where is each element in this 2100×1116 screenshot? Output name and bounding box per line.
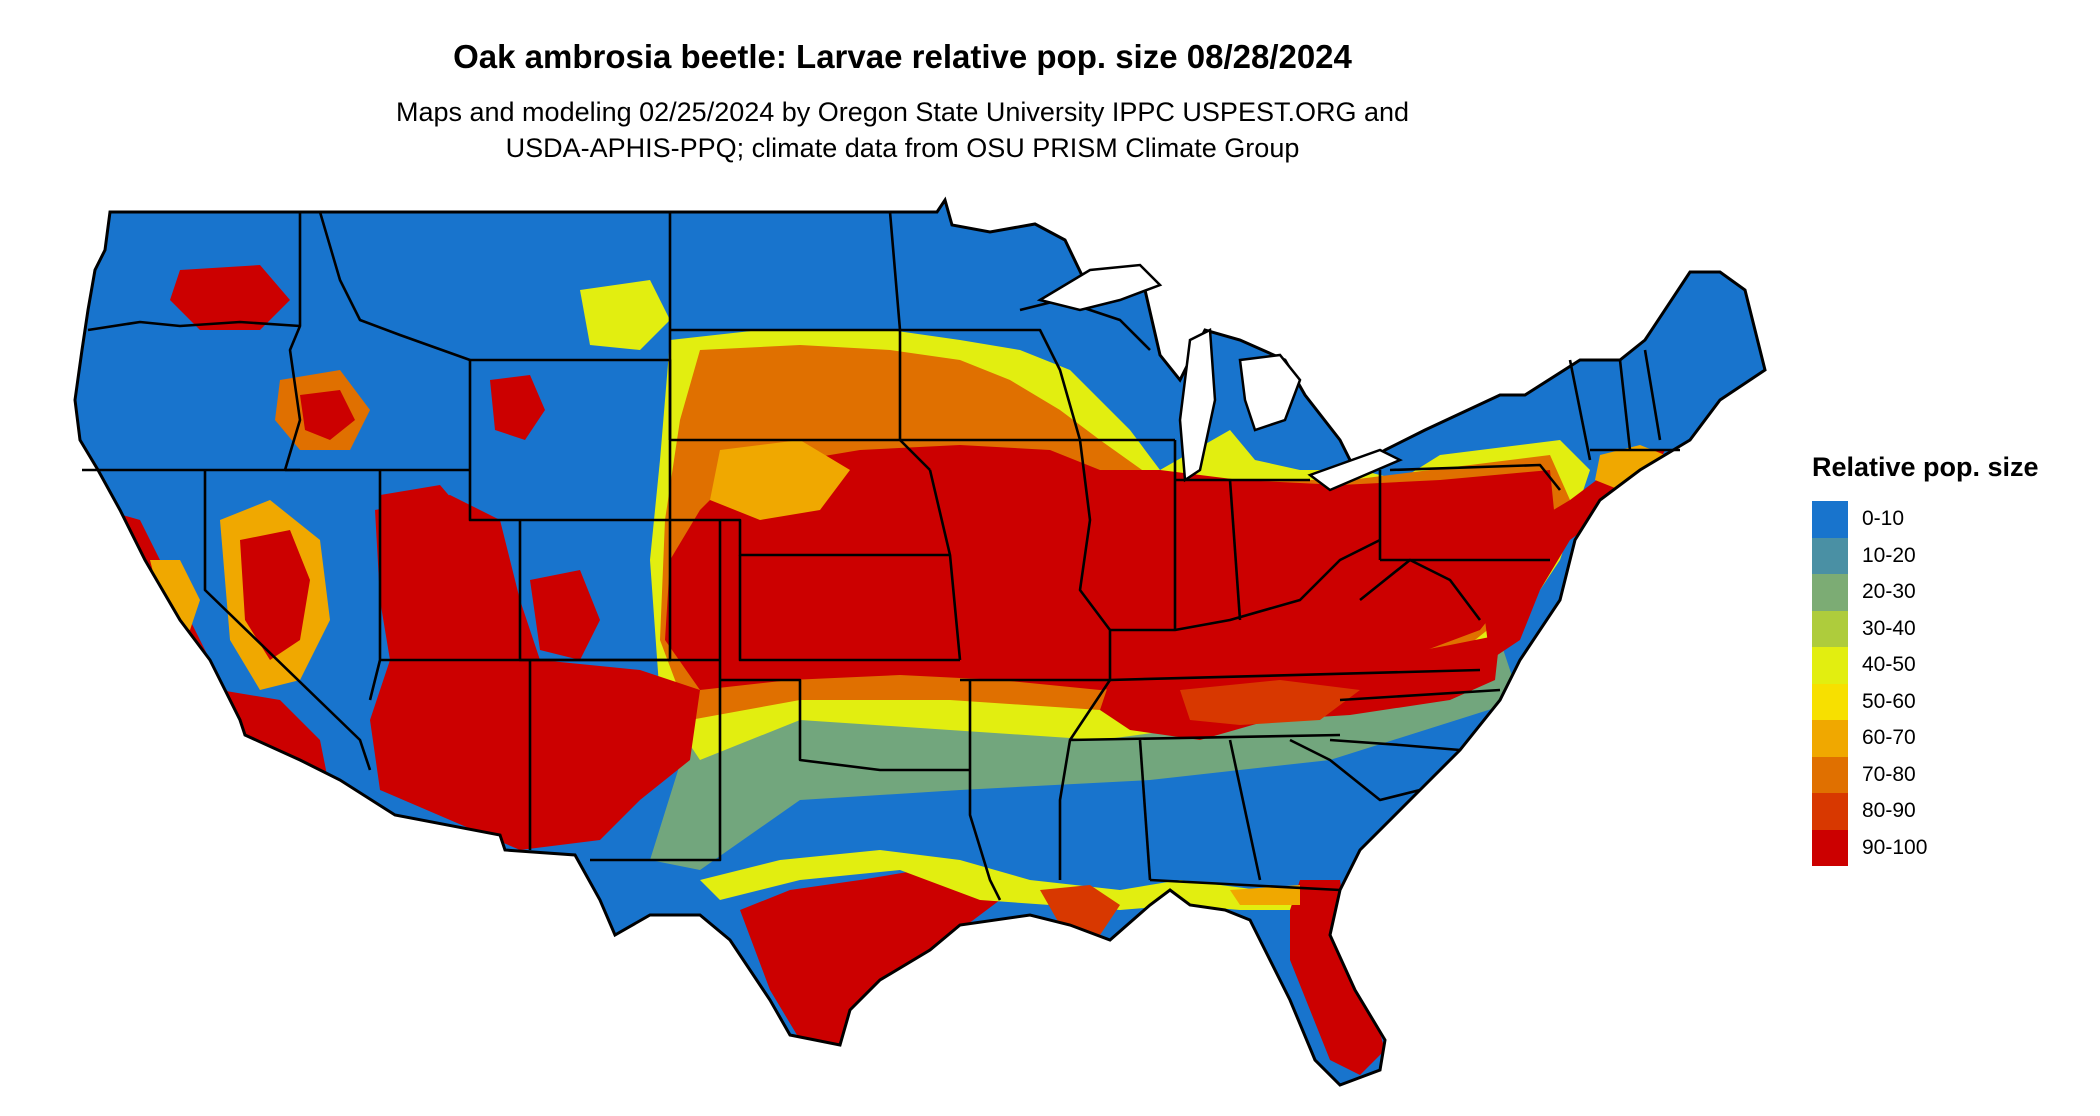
legend-item: 10-20 <box>1812 537 2092 574</box>
boundary-alabama-georgia <box>1228 739 1262 881</box>
boundary-tennessee-north <box>1109 668 1481 682</box>
zone-90-100-texas-gulf <box>740 870 1000 1050</box>
map-subtitle-line-2: USDA-APHIS-PPQ; climate data from OSU PR… <box>505 133 1300 163</box>
legend-swatch <box>1812 756 1848 793</box>
boundary-new-york-new-england <box>1568 359 1592 461</box>
boundary-vermont-new-hampshire <box>1618 359 1632 451</box>
legend-item: 60-70 <box>1812 720 2092 757</box>
boundary-texas-east <box>968 680 1002 901</box>
zone-90-100-nevada-central <box>240 530 310 660</box>
zone-90-100-utah-basin <box>380 485 470 640</box>
legend-swatch <box>1812 683 1848 720</box>
legend-label: 30-40 <box>1862 616 1916 640</box>
boundary-michigan-wisconsin <box>1019 298 1151 351</box>
legend-swatch <box>1812 829 1848 866</box>
great-lakes <box>1036 263 1403 492</box>
lake-superior <box>1036 263 1163 312</box>
legend-swatch <box>1812 501 1848 538</box>
us-population-map <box>73 198 1767 1087</box>
lake-erie <box>1307 448 1403 492</box>
boundary-florida-north <box>1149 878 1341 892</box>
zone-80-90-kentucky-tennessee <box>1180 680 1360 725</box>
boundary-mississippi-alabama <box>1138 739 1152 881</box>
zone-60-70-nebraska-patch <box>710 440 850 520</box>
legend-swatch <box>1812 647 1848 684</box>
boundary-minnesota-iowa <box>900 328 1082 441</box>
legend-item: 90-100 <box>1812 829 2092 866</box>
legend-title: Relative pop. size <box>1812 452 2039 482</box>
legend-item: 80-90 <box>1812 793 2092 830</box>
boundary-georgia-carolinas <box>1289 738 1421 802</box>
boundary-dakotas-minnesota <box>888 211 931 471</box>
zone-90-100-idaho <box>300 390 355 440</box>
legend-label: 80-90 <box>1862 799 1916 823</box>
legend-swatch <box>1812 574 1848 611</box>
zone-60-70-florida-panhandle <box>1230 885 1300 905</box>
boundary-new-mexico-east <box>590 660 722 862</box>
boundary-california-nevada <box>203 470 372 771</box>
legend-item: 0-10 <box>1812 501 2092 538</box>
boundary-pennsylvania-new-york <box>1389 463 1562 491</box>
legend-label: 50-60 <box>1862 689 1916 713</box>
boundary-virginia-north-carolina <box>1339 688 1501 702</box>
map-title: Oak ambrosia beetle: Larvae relative pop… <box>453 38 1352 75</box>
boundary-mississippi-river <box>1058 439 1112 880</box>
legend-label: 10-20 <box>1862 543 1916 567</box>
map-subtitle-line-1: Maps and modeling 02/25/2024 by Oregon S… <box>395 97 1410 127</box>
boundary-nebraska-kansas <box>670 518 950 557</box>
legend: Relative pop. size 0-10 10-20 20-30 30-40 40… <box>1812 452 2092 866</box>
zone-40-50-montana <box>580 280 670 350</box>
zone-90-100-central-core <box>665 445 1555 690</box>
legend-swatch <box>1812 793 1848 830</box>
legend-items: 0-10 10-20 20-30 30-40 40-50 50-60 60-70 70-80 8… <box>1812 501 2092 866</box>
boundary-kansas-oklahoma <box>738 555 960 662</box>
legend-item: 40-50 <box>1812 647 2092 684</box>
boundary-tennessee-south <box>1069 733 1341 742</box>
population-zones <box>105 265 1665 1075</box>
zone-90-100-colorado-plateau <box>530 570 600 660</box>
legend-item: 50-60 <box>1812 683 2092 720</box>
boundary-idaho-west <box>283 212 302 471</box>
legend-label: 70-80 <box>1862 762 1916 786</box>
state-boundaries <box>82 211 1680 901</box>
boundary-north-south-carolina <box>1329 738 1461 752</box>
legend-label: 40-50 <box>1862 653 1916 677</box>
legend-label: 90-100 <box>1862 835 1928 859</box>
legend-item: 70-80 <box>1812 756 2092 793</box>
zone-60-70-california-foothills <box>150 560 200 630</box>
legend-label: 60-70 <box>1862 726 1916 750</box>
zone-90-100-washington <box>170 265 290 330</box>
boundary-washington-oregon <box>87 320 301 332</box>
lake-huron <box>1238 353 1302 432</box>
boundary-missouri-west <box>928 469 962 661</box>
boundary-indiana-ohio <box>1228 479 1242 621</box>
zone-90-100-wyoming <box>490 375 545 440</box>
legend-item: 20-30 <box>1812 574 2092 611</box>
lake-michigan <box>1178 328 1217 483</box>
zone-90-100-florida <box>1290 880 1385 1075</box>
legend-swatch <box>1812 537 1848 574</box>
legend-swatch <box>1812 610 1848 647</box>
boundary-new-hampshire-maine <box>1643 349 1662 441</box>
boundary-virginia-west-virginia <box>1359 558 1482 621</box>
boundary-idaho-montana <box>318 211 471 362</box>
legend-item: 30-40 <box>1812 610 2092 647</box>
boundary-ohio-river <box>1110 538 1381 632</box>
legend-label: 20-30 <box>1862 580 1916 604</box>
legend-label: 0-10 <box>1862 507 1905 531</box>
boundary-oklahoma-texas <box>720 678 970 772</box>
legend-swatch <box>1812 720 1848 757</box>
